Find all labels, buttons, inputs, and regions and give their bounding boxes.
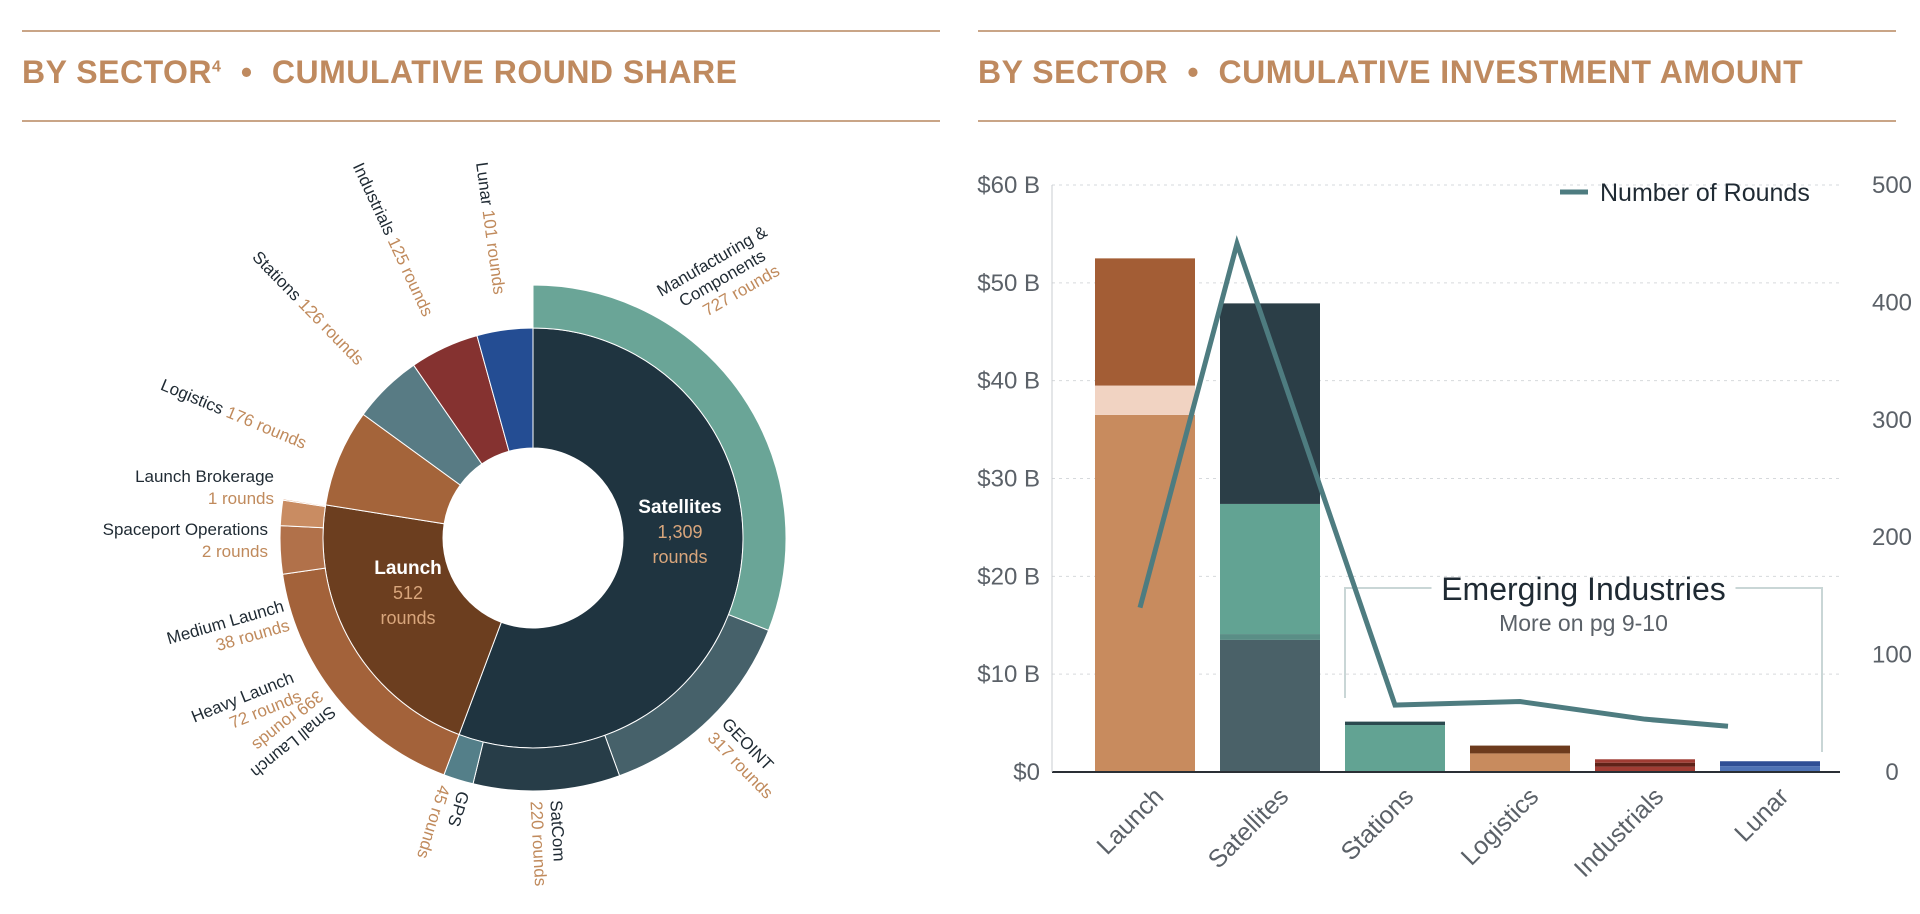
svg-text:2 rounds: 2 rounds bbox=[202, 542, 268, 561]
emerging-industries-annotation: Emerging Industries More on pg 9-10 bbox=[1344, 571, 1823, 752]
legend-label: Number of Rounds bbox=[1600, 179, 1810, 207]
sunburst-labels: Satellites 1,309 rounds Launch 512 rounds Luna… bbox=[103, 160, 783, 887]
bar-segment bbox=[1345, 725, 1445, 772]
y-tick-label: $20 B bbox=[977, 563, 1040, 590]
bar-segment bbox=[1220, 503, 1320, 635]
y-tick-label: $60 B bbox=[977, 172, 1040, 199]
label-unit: rounds bbox=[652, 547, 707, 567]
svg-text:220 rounds: 220 rounds bbox=[526, 801, 550, 887]
annotation-subtitle: More on pg 9-10 bbox=[1499, 610, 1668, 636]
y-tick-label: $0 bbox=[1013, 759, 1040, 786]
outer-slice-launch-brokerage bbox=[282, 497, 327, 506]
svg-text:Industrials 125 rounds: Industrials 125 rounds bbox=[349, 160, 437, 320]
right-title-separator: • bbox=[1187, 54, 1200, 90]
chart-legend: Number of Rounds bbox=[1560, 179, 1810, 207]
y-tick-label: $30 B bbox=[977, 466, 1040, 493]
x-tick-label-industrials: Industrials bbox=[1569, 782, 1669, 882]
bar-stack-satellites bbox=[1220, 303, 1320, 772]
bar-segment bbox=[1470, 745, 1570, 754]
rounds-line-series bbox=[1137, 235, 1729, 729]
right-panel-title: BY SECTOR • CUMULATIVE INVESTMENT AMOUNT bbox=[978, 54, 1803, 91]
bar-segment bbox=[1095, 258, 1195, 386]
label-name: Satellites bbox=[638, 497, 721, 518]
right-title-main: BY SECTOR bbox=[978, 54, 1169, 90]
bar-segment bbox=[1595, 762, 1695, 767]
slice-label-spaceport-operations: Spaceport Operations 2 rounds bbox=[103, 520, 268, 561]
left-title-footnote: 4 bbox=[212, 58, 222, 76]
bar-segment bbox=[1720, 761, 1820, 767]
y-tick-label: $50 B bbox=[977, 270, 1040, 297]
rounds-line bbox=[1137, 235, 1729, 729]
y2-tick-label: 100 bbox=[1872, 642, 1912, 669]
label-name: Launch bbox=[374, 558, 442, 579]
bar-stacks bbox=[1095, 258, 1820, 772]
label-value: 1,309 bbox=[657, 522, 702, 542]
center-label-launch: Launch 512 rounds bbox=[374, 558, 442, 628]
bar-segment bbox=[1220, 639, 1320, 772]
y2-tick-label: 300 bbox=[1872, 407, 1912, 434]
bar-stack-lunar bbox=[1720, 761, 1820, 772]
slice-label-stations: Stations 126 rounds bbox=[248, 247, 367, 369]
slice-label-launch-brokerage: Launch Brokerage 1 rounds bbox=[135, 467, 274, 508]
bar-segment bbox=[1220, 634, 1320, 640]
left-panel-header: BY SECTOR4 • CUMULATIVE ROUND SHARE bbox=[22, 30, 940, 122]
y-tick-label: $10 B bbox=[977, 661, 1040, 688]
slice-label-lunar: Lunar 101 rounds bbox=[472, 161, 509, 296]
svg-text:Spaceport Operations: Spaceport Operations bbox=[103, 520, 268, 539]
svg-text:Launch Brokerage: Launch Brokerage bbox=[135, 467, 274, 486]
bar-segment bbox=[1470, 753, 1570, 772]
x-tick-label-stations: Stations bbox=[1336, 782, 1420, 866]
label-value: 512 bbox=[393, 583, 423, 603]
bar-segment bbox=[1720, 766, 1820, 772]
left-title-separator: • bbox=[240, 54, 253, 90]
bar-stack-industrials bbox=[1595, 759, 1695, 772]
slice-label-industrials: Industrials 125 rounds bbox=[349, 160, 437, 320]
bar-segment bbox=[1595, 759, 1695, 763]
right-panel-header: BY SECTOR • CUMULATIVE INVESTMENT AMOUNT bbox=[978, 30, 1896, 122]
bar-stack-logistics bbox=[1470, 745, 1570, 772]
bar-stack-stations bbox=[1345, 721, 1445, 772]
x-tick-label-logistics: Logistics bbox=[1456, 782, 1545, 871]
x-tick-label-launch: Launch bbox=[1091, 782, 1169, 860]
bar-segment bbox=[1095, 385, 1195, 415]
y-tick-label: $40 B bbox=[977, 368, 1040, 395]
annotation-bracket-right bbox=[1735, 587, 1823, 752]
sunburst-outer-ring bbox=[279, 284, 787, 792]
sunburst-inner-ring bbox=[322, 327, 744, 749]
x-tick-label-satellites: Satellites bbox=[1203, 782, 1295, 874]
x-tick-label-lunar: Lunar bbox=[1729, 782, 1794, 847]
y2-tick-label: 500 bbox=[1872, 172, 1912, 199]
investment-bar-chart: $0 $10 B $20 B $30 B $40 B $50 B $60 B 0 100 200 3… bbox=[977, 172, 1912, 883]
annotation-bracket-left bbox=[1344, 587, 1432, 698]
svg-text:1 rounds: 1 rounds bbox=[208, 489, 274, 508]
bar-segment bbox=[1595, 766, 1695, 772]
bar-stack-launch bbox=[1095, 258, 1195, 772]
grid-lines: $0 $10 B $20 B $30 B $40 B $50 B $60 B 0 100 200 3… bbox=[977, 172, 1912, 786]
y2-tick-label: 400 bbox=[1872, 289, 1912, 316]
slice-label-logistics: Logistics 176 rounds bbox=[158, 375, 309, 452]
y2-tick-label: 0 bbox=[1885, 759, 1898, 786]
left-panel-title: BY SECTOR4 • CUMULATIVE ROUND SHARE bbox=[22, 54, 737, 91]
left-title-sub: CUMULATIVE ROUND SHARE bbox=[271, 54, 738, 90]
svg-text:Stations 126 rounds: Stations 126 rounds bbox=[248, 247, 367, 369]
left-title-main: BY SECTOR bbox=[22, 54, 213, 90]
svg-text:Logistics 176 rounds: Logistics 176 rounds bbox=[158, 375, 309, 452]
outer-slice-heavy-launch bbox=[279, 525, 326, 575]
annotation-title: Emerging Industries bbox=[1441, 571, 1726, 607]
center-label-satellites: Satellites 1,309 rounds bbox=[638, 497, 721, 567]
svg-text:SatCom: SatCom bbox=[546, 800, 568, 862]
bar-segment bbox=[1345, 721, 1445, 726]
y2-tick-label: 200 bbox=[1872, 524, 1912, 551]
label-unit: rounds bbox=[380, 608, 435, 628]
sunburst-chart: Satellites 1,309 rounds Launch 512 rounds Luna… bbox=[103, 160, 787, 887]
right-title-sub: CUMULATIVE INVESTMENT AMOUNT bbox=[1218, 54, 1804, 90]
inner-slice-lunar bbox=[476, 327, 534, 452]
svg-text:Lunar 101 rounds: Lunar 101 rounds bbox=[472, 161, 509, 296]
